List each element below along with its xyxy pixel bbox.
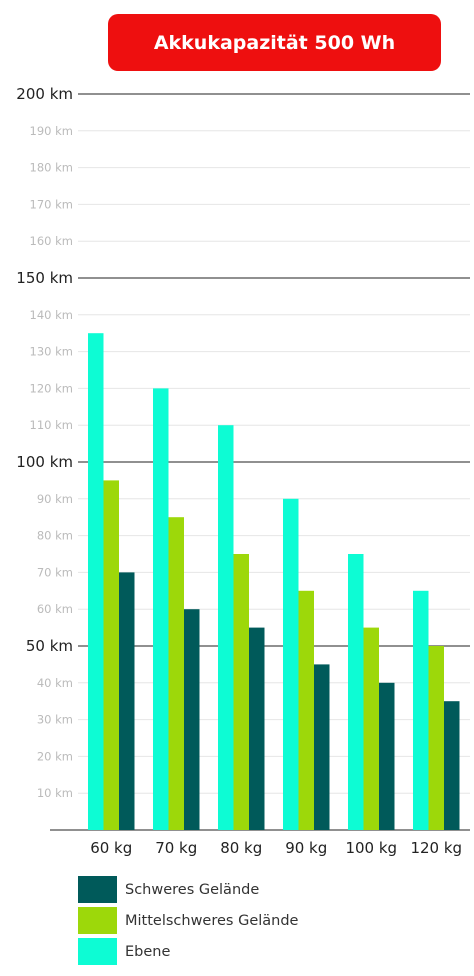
bar-mittel bbox=[363, 627, 379, 830]
bar-schweres bbox=[379, 682, 395, 830]
y-tick-label: 40 km bbox=[37, 676, 73, 690]
y-tick-label: 50 km bbox=[26, 637, 73, 655]
legend-label-ebene: Ebene bbox=[125, 943, 171, 960]
y-tick-label: 160 km bbox=[30, 234, 73, 248]
bar-schweres bbox=[444, 701, 460, 830]
y-tick-label: 200 km bbox=[16, 85, 73, 103]
bar-mittel bbox=[103, 480, 119, 830]
x-tick-label: 60 kg bbox=[90, 839, 132, 857]
chart-title: Akkukapazität 500 Wh bbox=[108, 14, 441, 71]
y-tick-label: 10 km bbox=[37, 786, 73, 800]
legend-item-schweres: Schweres Gelände bbox=[78, 876, 259, 903]
bar-ebene bbox=[348, 554, 364, 830]
y-tick-label: 190 km bbox=[30, 124, 73, 138]
bar-ebene bbox=[88, 333, 104, 830]
legend-label-mittel: Mittelschweres Gelände bbox=[125, 912, 299, 929]
x-tick-label: 90 kg bbox=[285, 839, 327, 857]
bar-chart: 10 km 20 km 30 km 40 km 50 km 60 km 70 km 80 km… bbox=[16, 85, 470, 857]
bar-mittel bbox=[428, 646, 444, 830]
y-tick-label: 120 km bbox=[30, 381, 73, 395]
legend-swatch-ebene bbox=[78, 938, 117, 965]
y-tick-label: 110 km bbox=[30, 418, 73, 432]
y-tick-label: 20 km bbox=[37, 749, 73, 763]
bar-mittel bbox=[168, 517, 184, 830]
legend-swatch-schweres bbox=[78, 876, 117, 903]
y-tick-label: 100 km bbox=[16, 453, 73, 471]
bar-ebene bbox=[218, 425, 234, 830]
bar-schweres bbox=[249, 627, 265, 830]
y-tick-label: 170 km bbox=[30, 197, 73, 211]
y-tick-label: 130 km bbox=[30, 345, 73, 359]
legend-label-schweres: Schweres Gelände bbox=[125, 881, 260, 898]
y-tick-label: 90 km bbox=[37, 492, 73, 506]
bar-ebene bbox=[413, 590, 429, 830]
bar-mittel bbox=[298, 590, 314, 830]
x-tick-label: 120 kg bbox=[410, 839, 462, 857]
legend-swatch-mittel bbox=[78, 907, 117, 934]
y-tick-label: 150 km bbox=[16, 269, 73, 287]
bar-schweres bbox=[119, 572, 135, 830]
bar-ebene bbox=[283, 498, 299, 830]
y-tick-label: 80 km bbox=[37, 529, 73, 543]
bar-schweres bbox=[184, 609, 200, 830]
y-tick-label: 30 km bbox=[37, 713, 73, 727]
legend-item-mittel: Mittelschweres Gelände bbox=[78, 907, 298, 934]
x-tick-label: 80 kg bbox=[220, 839, 262, 857]
x-tick-label: 100 kg bbox=[345, 839, 397, 857]
y-tick-label: 70 km bbox=[37, 565, 73, 579]
legend-item-ebene: Ebene bbox=[78, 938, 170, 965]
bar-mittel bbox=[233, 554, 249, 830]
bar-ebene bbox=[153, 388, 169, 830]
y-tick-label: 140 km bbox=[30, 308, 73, 322]
y-tick-label: 60 km bbox=[37, 602, 73, 616]
bar-schweres bbox=[314, 664, 330, 830]
x-tick-label: 70 kg bbox=[155, 839, 197, 857]
y-tick-label: 180 km bbox=[30, 161, 73, 175]
